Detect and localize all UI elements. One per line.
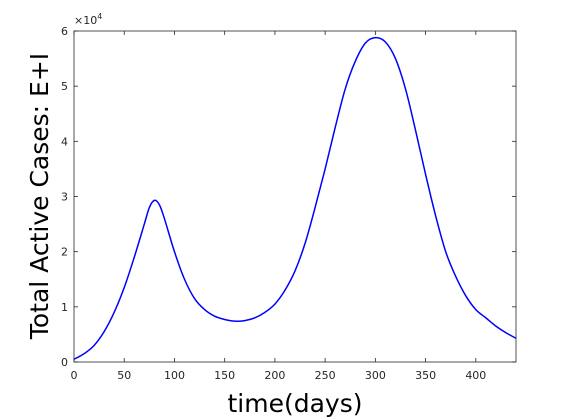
y-exponent-base: ×10 (74, 14, 97, 27)
plot-area (73, 30, 517, 363)
y-tick-label: 4 (61, 135, 68, 148)
x-tick-label: 0 (71, 369, 78, 382)
y-axis-label: Total Active Cases: E+I (25, 53, 54, 340)
x-tick-label: 50 (117, 369, 131, 382)
y-axis-ticks: 0 1 2 3 4 5 6 (61, 25, 516, 369)
y-tick-label: 5 (61, 80, 68, 93)
y-exponent-label: ×104 (74, 12, 102, 27)
x-tick-label: 200 (264, 369, 285, 382)
x-tick-label: 350 (415, 369, 436, 382)
y-tick-label: 0 (61, 356, 68, 369)
y-tick-label: 3 (61, 191, 68, 204)
x-tick-label: 250 (315, 369, 336, 382)
x-tick-label: 300 (365, 369, 386, 382)
y-exponent-power: 4 (97, 12, 102, 21)
x-axis-label: time(days) (228, 389, 363, 418)
series-line (73, 36, 517, 360)
x-axis-ticks: 0 50 100 150 200 250 300 350 400 (71, 31, 486, 382)
y-tick-label: 2 (61, 246, 68, 259)
series-layer (73, 36, 517, 360)
x-tick-label: 400 (465, 369, 486, 382)
x-tick-label: 100 (164, 369, 185, 382)
y-tick-label: 6 (61, 25, 68, 38)
x-tick-label: 150 (214, 369, 235, 382)
y-tick-label: 1 (61, 301, 68, 314)
